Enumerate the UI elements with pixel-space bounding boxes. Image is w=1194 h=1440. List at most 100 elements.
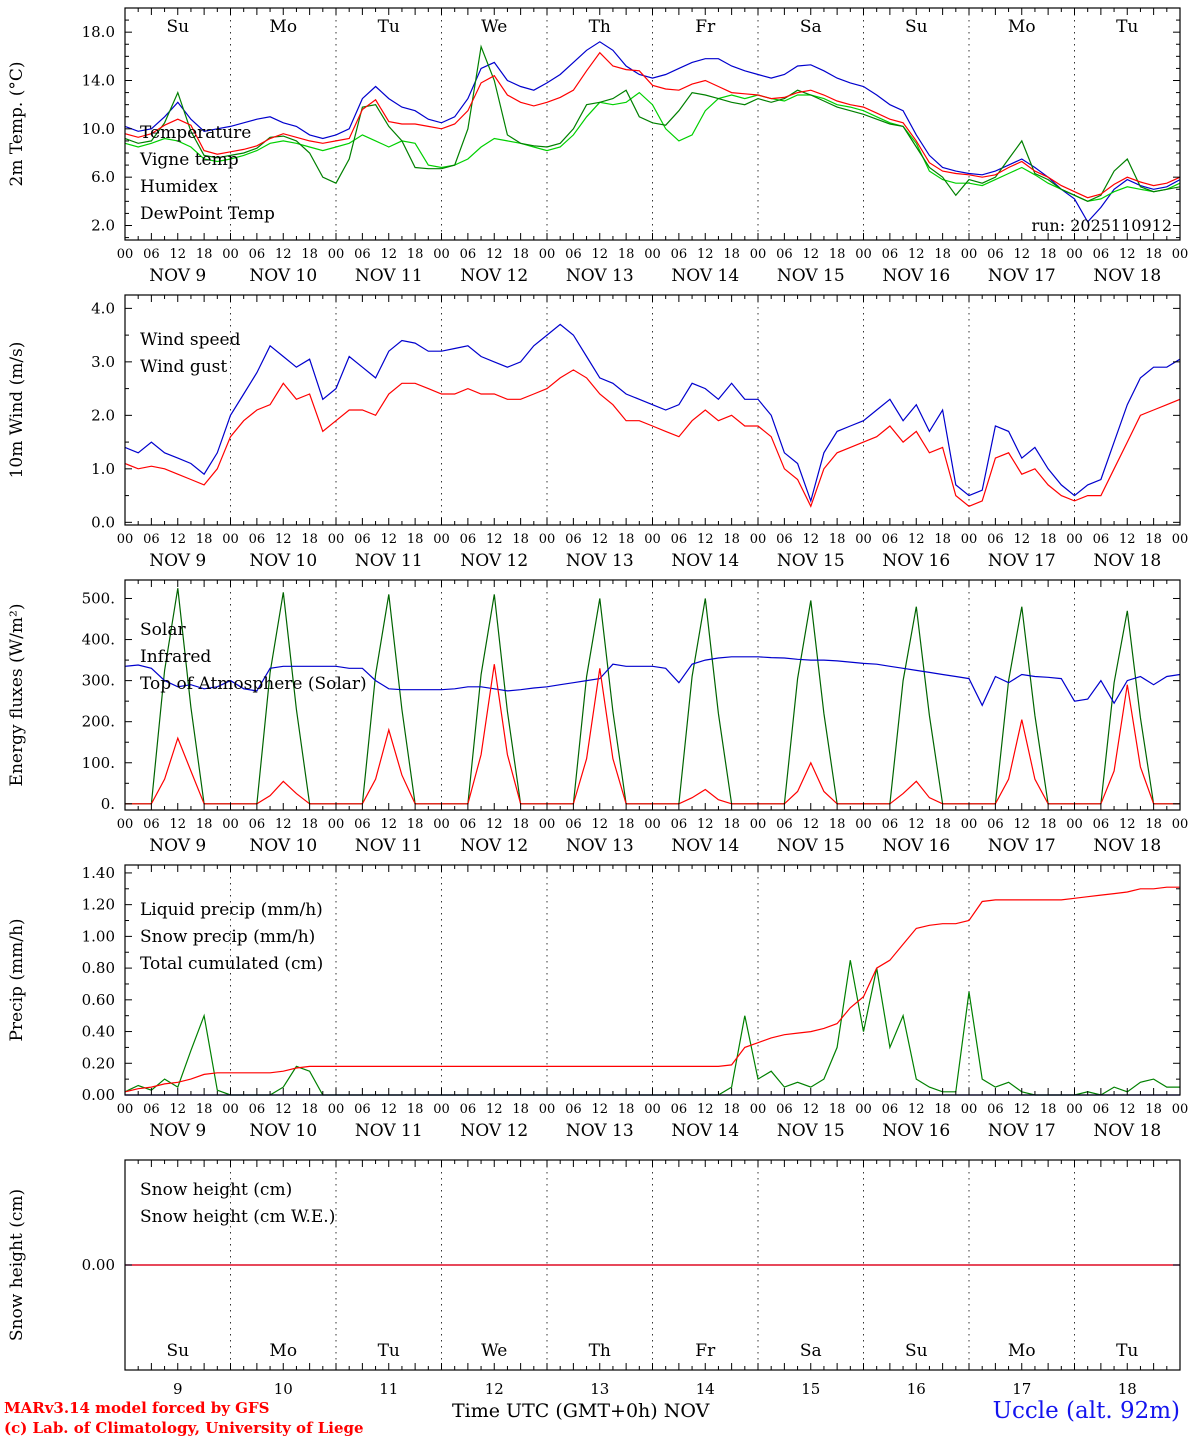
x-hour-label: 00 <box>750 817 767 832</box>
x-hour-label: 00 <box>961 817 978 832</box>
x-hour-label: 00 <box>117 1102 134 1117</box>
x-date-label: NOV 13 <box>566 1121 634 1141</box>
x-hour-label: 00 <box>222 247 239 262</box>
x-date-label: NOV 13 <box>566 551 634 571</box>
x-date-number: 17 <box>1012 1380 1031 1398</box>
x-hour-label: 12 <box>486 532 503 547</box>
x-hour-label: 12 <box>908 247 925 262</box>
x-hour-label: 12 <box>486 817 503 832</box>
x-date-number: 10 <box>274 1380 293 1398</box>
y-axis-label: 2m Temp. (°C) <box>7 61 27 186</box>
x-hour-label: 18 <box>512 1102 529 1117</box>
day-name-label: Mo <box>269 17 297 37</box>
x-hour-label: 18 <box>723 817 740 832</box>
x-hour-label: 18 <box>934 247 951 262</box>
y-tick-label: 2.0 <box>91 406 115 424</box>
y-axis-label: Precip (mm/h) <box>7 918 27 1041</box>
day-name-label: Tu <box>378 1341 400 1361</box>
x-date-label: NOV 17 <box>988 551 1056 571</box>
x-hour-label: 00 <box>1066 532 1083 547</box>
x-hour-label: 00 <box>222 1102 239 1117</box>
x-hour-label: 00 <box>1066 817 1083 832</box>
legend-total-cumulated-cm-: Total cumulated (cm) <box>140 954 323 974</box>
run-label: run: 2025110912 <box>1031 216 1172 235</box>
x-hour-label: 00 <box>1066 1102 1083 1117</box>
x-hour-label: 06 <box>565 1102 582 1117</box>
x-hour-label: 06 <box>671 817 688 832</box>
y-tick-label: 3.0 <box>91 353 115 371</box>
x-hour-label: 06 <box>354 817 371 832</box>
legend-temperature: Temperature <box>140 123 251 143</box>
x-hour-label: 12 <box>1013 1102 1030 1117</box>
x-hour-label: 06 <box>987 817 1004 832</box>
x-hour-label: 06 <box>776 247 793 262</box>
x-hour-label: 00 <box>117 532 134 547</box>
series-temperature <box>124 51 1181 199</box>
x-date-label: NOV 17 <box>988 266 1056 286</box>
x-hour-label: 00 <box>750 247 767 262</box>
series-total-cumulated <box>124 886 1180 1093</box>
x-hour-label: 00 <box>644 817 661 832</box>
model-credit-line2: (c) Lab. of Climatology, University of L… <box>4 1419 364 1437</box>
panel-frame <box>124 7 1181 241</box>
x-hour-label: 06 <box>987 1102 1004 1117</box>
x-hour-label: 12 <box>1013 247 1030 262</box>
x-hour-label: 12 <box>486 247 503 262</box>
x-hour-label: 12 <box>802 247 819 262</box>
x-hour-label: 00 <box>1172 817 1189 832</box>
y-axis-label: 10m Wind (m/s) <box>7 342 27 479</box>
x-hour-label: 18 <box>829 532 846 547</box>
y-tick-label: 1.40 <box>82 864 115 882</box>
x-axis-month-label: NOV <box>663 1400 710 1422</box>
x-hour-label: 06 <box>249 1102 266 1117</box>
x-hour-label: 00 <box>961 247 978 262</box>
model-credit-line1: MARv3.14 model forced by GFS <box>4 1399 270 1417</box>
x-date-label: NOV 12 <box>460 266 528 286</box>
x-hour-label: 18 <box>618 532 635 547</box>
day-name-label: Su <box>166 17 189 37</box>
x-hour-label: 00 <box>961 532 978 547</box>
x-hour-label: 06 <box>776 532 793 547</box>
y-tick-label: 0.0 <box>91 513 115 531</box>
y-tick-label: 500. <box>82 589 115 607</box>
x-hour-label: 00 <box>750 1102 767 1117</box>
x-hour-label: 18 <box>196 1102 213 1117</box>
x-hour-label: 18 <box>512 532 529 547</box>
x-date-label: NOV 18 <box>1093 551 1161 571</box>
day-name-label: Su <box>905 17 928 37</box>
x-hour-label: 18 <box>301 532 318 547</box>
x-hour-label: 06 <box>1093 247 1110 262</box>
x-hour-label: 00 <box>433 817 450 832</box>
x-hour-label: 12 <box>275 532 292 547</box>
legend-wind-speed: Wind speed <box>140 330 241 350</box>
x-hour-label: 12 <box>169 532 186 547</box>
x-hour-label: 06 <box>882 1102 899 1117</box>
day-name-label: Sa <box>800 1341 822 1361</box>
x-hour-label: 06 <box>460 817 477 832</box>
x-date-label: NOV 13 <box>566 266 634 286</box>
x-hour-label: 06 <box>987 247 1004 262</box>
day-name-label: Tu <box>1116 17 1138 37</box>
x-date-label: NOV 12 <box>460 1121 528 1141</box>
x-hour-label: 06 <box>565 817 582 832</box>
y-tick-label: 0.00 <box>82 1086 115 1104</box>
x-date-label: NOV 15 <box>777 1121 845 1141</box>
x-hour-label: 18 <box>723 1102 740 1117</box>
legend-humidex: Humidex <box>140 177 218 197</box>
x-date-number: 13 <box>590 1380 609 1398</box>
y-axis-label: Energy fluxes (W/m²) <box>7 604 27 787</box>
x-date-label: NOV 18 <box>1093 1121 1161 1141</box>
x-hour-label: 00 <box>433 532 450 547</box>
x-date-label: NOV 16 <box>882 266 950 286</box>
x-hour-label: 18 <box>618 247 635 262</box>
x-date-label: NOV 10 <box>249 1121 317 1141</box>
legend-vigne-temp: Vigne temp <box>139 150 239 170</box>
x-hour-label: 12 <box>169 817 186 832</box>
x-hour-label: 18 <box>1040 817 1057 832</box>
day-name-label: Su <box>166 1341 189 1361</box>
x-hour-label: 18 <box>1040 247 1057 262</box>
x-hour-label: 06 <box>249 817 266 832</box>
x-hour-label: 18 <box>723 247 740 262</box>
x-hour-label: 06 <box>671 532 688 547</box>
x-date-label: NOV 16 <box>882 551 950 571</box>
